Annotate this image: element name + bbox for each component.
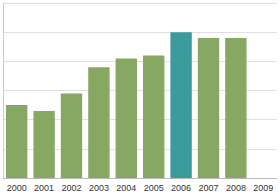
svg-text:2003: 2003	[89, 183, 109, 193]
svg-text:2001: 2001	[34, 183, 54, 193]
svg-text:2004: 2004	[116, 183, 136, 193]
svg-text:2007: 2007	[198, 183, 218, 193]
svg-text:2002: 2002	[61, 183, 81, 193]
svg-text:2009: 2009	[253, 183, 273, 193]
svg-text:2005: 2005	[144, 183, 164, 193]
svg-text:2000: 2000	[7, 183, 27, 193]
svg-text:2006: 2006	[171, 183, 191, 193]
svg-text:2008: 2008	[226, 183, 246, 193]
